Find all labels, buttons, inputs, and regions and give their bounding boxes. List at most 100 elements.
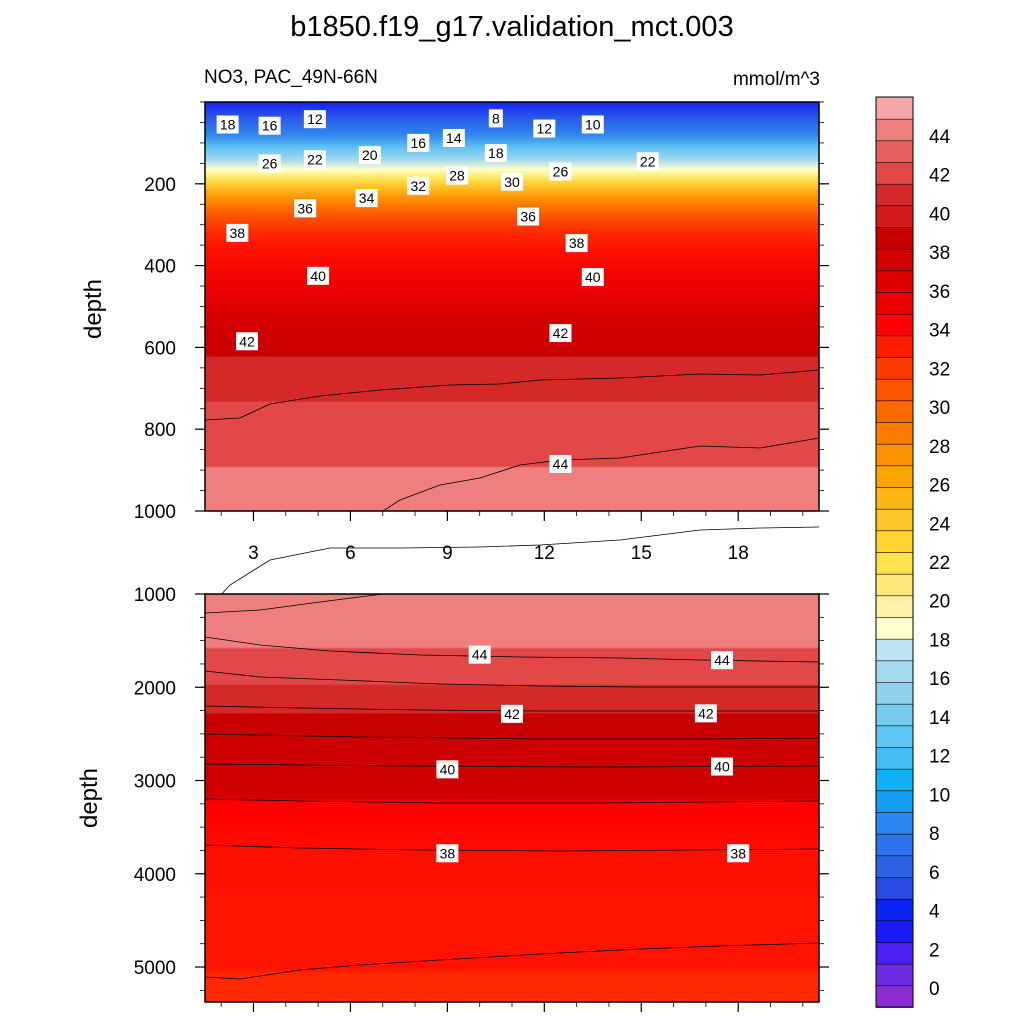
y-tick-label: 800 [144, 420, 176, 441]
contour-label: 38 [440, 845, 456, 861]
colorbar-label: 40 [929, 204, 950, 225]
chart-title: b1850.f19_g17.validation_mct.003 [290, 11, 733, 43]
y-tick-label: 5000 [134, 958, 176, 979]
contour-label: 10 [585, 116, 601, 132]
contour-label-box [303, 110, 326, 129]
y-tick-label: 4000 [134, 865, 176, 886]
colorbar-label: 12 [929, 747, 950, 768]
colorbar-swatch [875, 356, 914, 380]
colorbar-swatch [875, 443, 914, 467]
colorbar-label: 10 [929, 785, 950, 806]
contour-line-44-5-lower [204, 593, 384, 614]
contour-label: 40 [714, 759, 730, 775]
contour-label-box [358, 146, 381, 165]
contour-label: 40 [585, 269, 601, 285]
upper-ylabel: depth [80, 279, 107, 339]
colorbar-swatch [875, 161, 914, 185]
colorbar-swatch [875, 941, 914, 965]
contour-label: 38 [569, 235, 585, 251]
colorbar-label: 16 [929, 669, 950, 690]
contour-label: 22 [307, 151, 323, 167]
colorbar: 0246810121416182022242628303234363840424… [875, 96, 951, 1008]
contour-label-box [484, 144, 507, 163]
colorbar-label: 42 [929, 166, 950, 187]
contour-label-box [294, 199, 317, 218]
contour-label-box [727, 844, 750, 863]
colorbar-swatch [875, 421, 914, 445]
colorbar-swatch [875, 660, 914, 683]
contour-label-box [501, 704, 523, 723]
lower-y-axis: 1000 2000 3000 4000 5000 [134, 585, 829, 991]
contour-label-box [517, 207, 540, 226]
colorbar-swatch [875, 205, 914, 228]
colorbar-label: 24 [929, 514, 951, 535]
contour-label: 42 [239, 333, 255, 349]
variable-label: NO3, PAC_49N-66N [204, 67, 378, 88]
colorbar-label: 30 [929, 398, 950, 419]
colorbar-swatch [875, 335, 914, 358]
x-tick-label: 6 [345, 543, 356, 564]
contour-label: 38 [730, 845, 746, 861]
contour-label-box [488, 109, 503, 128]
contour-label-box [711, 757, 734, 776]
contour-label-box [442, 128, 465, 147]
colorbar-swatch [875, 400, 914, 423]
upper-contour-lines [204, 369, 820, 613]
colorbar-swatch [875, 595, 914, 618]
colorbar-swatch [875, 486, 914, 510]
colorbar-swatch [875, 855, 914, 878]
contour-line-39-lower [204, 798, 820, 804]
colorbar-label: 34 [929, 321, 951, 342]
contour-line-38-lower [204, 844, 820, 852]
contour-label: 32 [410, 178, 426, 194]
contour-label-box [581, 115, 604, 134]
colorbar-label: 26 [929, 476, 950, 497]
colorbar-swatch [875, 313, 914, 337]
contour-label: 14 [446, 130, 462, 146]
contour-label-box [407, 176, 430, 195]
upper-x-axis: 3 6 9 12 15 18 [220, 511, 804, 564]
contour-label: 40 [310, 268, 326, 284]
contour-label-box [258, 116, 281, 135]
contour-label-box [694, 704, 717, 723]
colorbar-label: 14 [929, 708, 951, 729]
colorbar-swatch [875, 270, 914, 293]
colorbar-swatch [875, 725, 914, 748]
y-tick-label: 2000 [134, 678, 176, 699]
contour-line-37-lower [204, 942, 820, 980]
colorbar-label: 20 [929, 592, 950, 613]
contour-label-box [711, 651, 734, 670]
contour-label: 30 [504, 174, 520, 190]
colorbar-label: 6 [929, 863, 940, 884]
contour-label: 16 [410, 135, 426, 151]
colorbar-label: 44 [929, 127, 951, 148]
contour-label-box [355, 189, 378, 208]
colorbar-label: 38 [929, 243, 950, 264]
colorbar-label: 32 [929, 359, 950, 380]
lower-contour-lines [204, 593, 820, 980]
contour-label: 26 [553, 164, 569, 180]
colorbar-swatch [875, 811, 914, 835]
colorbar-swatch [875, 920, 914, 943]
colorbar-swatch [875, 96, 914, 120]
contour-label: 36 [520, 209, 536, 225]
lower-x-axis [220, 1002, 804, 1012]
contour-label: 44 [714, 652, 730, 668]
lower-ylabel: depth [76, 768, 103, 828]
colorbar-swatch [875, 248, 914, 272]
colorbar-swatch [875, 183, 914, 207]
contour-label: 42 [504, 706, 520, 722]
colorbar-swatch [875, 530, 914, 553]
contour-label-box [216, 115, 239, 134]
y-tick-label: 600 [144, 338, 176, 359]
contour-label-box [307, 266, 330, 285]
colorbar-swatch [875, 790, 914, 813]
contour-line-40-lower [204, 763, 820, 768]
contour-label: 8 [492, 110, 500, 126]
x-tick-label: 9 [442, 543, 453, 564]
y-tick-label: 3000 [134, 772, 176, 793]
contour-label-box [446, 166, 469, 185]
contour-label: 18 [488, 145, 504, 161]
contour-label-box [407, 133, 430, 152]
